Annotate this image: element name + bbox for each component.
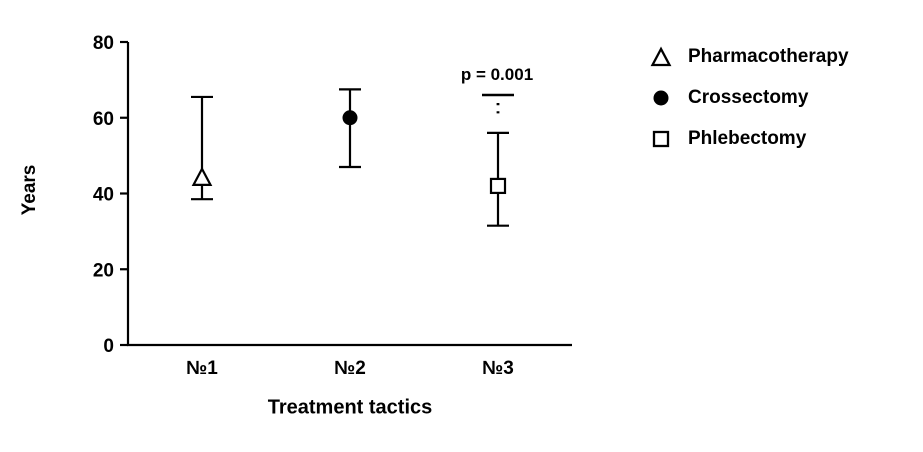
circle-marker-icon — [653, 90, 669, 105]
circle-marker-icon — [342, 110, 358, 126]
square-marker-icon — [489, 177, 507, 195]
legend-label: Phlebectomy — [688, 127, 807, 149]
x-tick-label: №3 — [482, 358, 514, 379]
y-tick-label: 40 — [93, 185, 114, 206]
legend-label: Crossectomy — [688, 86, 809, 108]
legend-item-phlebectomy: Phlebectomy — [650, 118, 849, 159]
legend-item-pharmacotherapy: Pharmacotherapy — [650, 36, 849, 77]
triangle-marker-icon — [191, 166, 213, 186]
legend-label: Pharmacotherapy — [688, 45, 849, 67]
y-tick-label: 20 — [93, 260, 114, 281]
y-tick-label: 60 — [93, 109, 114, 130]
triangle-marker-icon — [650, 46, 672, 66]
y-tick-label: 0 — [103, 336, 114, 357]
x-tick-label: №2 — [334, 358, 366, 379]
chart-plot: 0 20 40 60 80 №1 №2 №3 p = 0.001 — [93, 33, 572, 379]
y-tick-label: 80 — [93, 33, 114, 54]
y-axis-label: Years — [19, 164, 40, 216]
x-tick-label: №1 — [186, 358, 218, 379]
legend-item-crossectomy: Crossectomy — [650, 77, 849, 118]
legend: Pharmacotherapy Crossectomy Phlebectomy — [650, 36, 849, 159]
p-value-label: p = 0.001 — [461, 65, 533, 84]
square-marker-icon — [652, 130, 670, 147]
x-axis-label: Treatment tactics — [267, 396, 433, 419]
